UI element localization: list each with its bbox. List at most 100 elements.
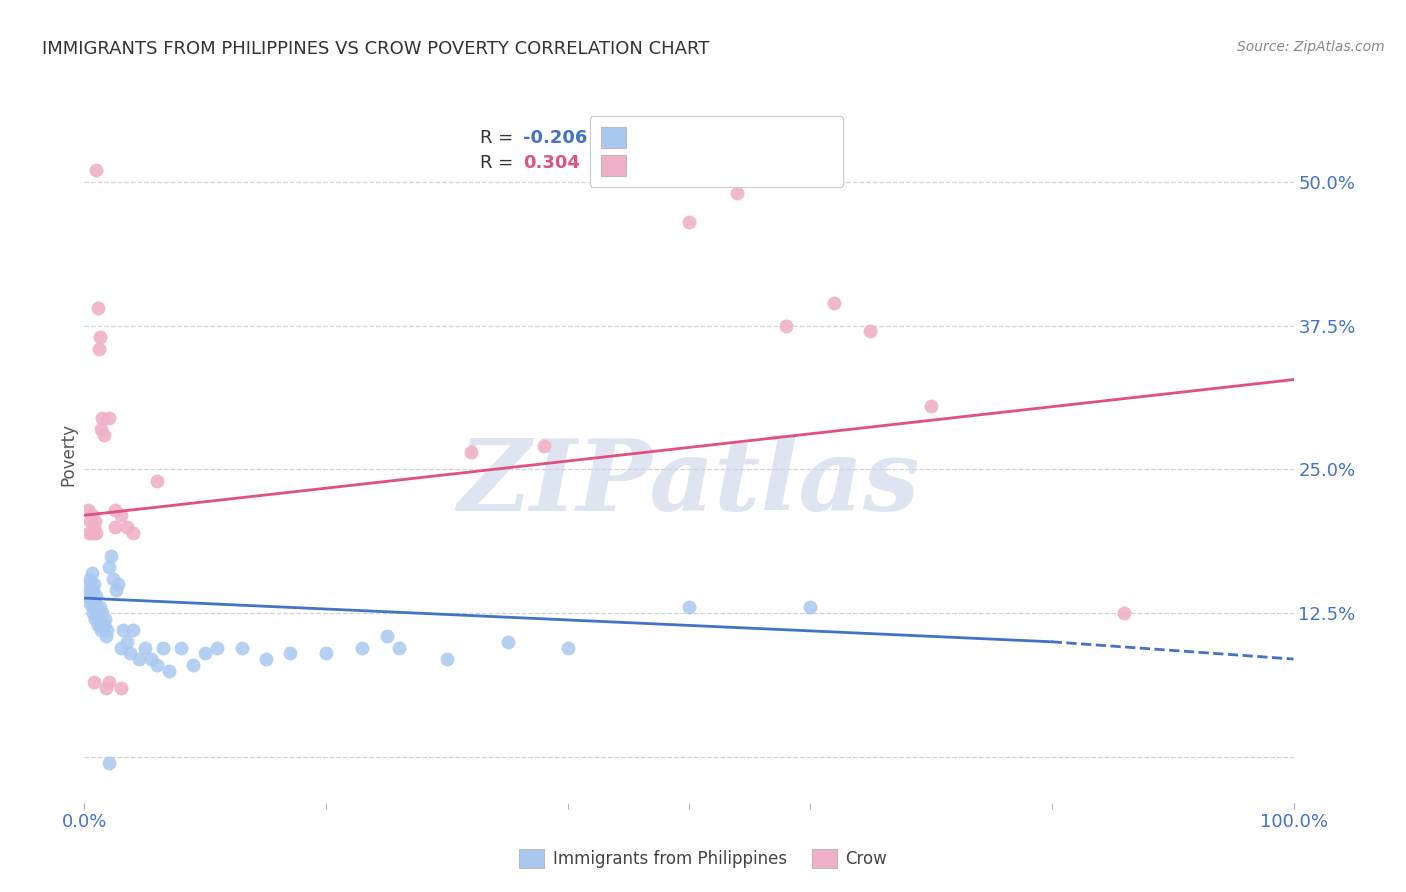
Point — [104, 520, 127, 534]
Point — [107, 577, 129, 591]
Point — [436, 652, 458, 666]
Legend:                                   ,                                   : , — [591, 116, 844, 186]
Point — [152, 640, 174, 655]
Text: R =: R = — [479, 129, 519, 147]
Point — [86, 589, 108, 603]
Point — [91, 410, 114, 425]
Point — [859, 324, 882, 338]
Text: Source: ZipAtlas.com: Source: ZipAtlas.com — [1237, 40, 1385, 54]
Point — [86, 163, 108, 178]
Point — [77, 589, 100, 603]
Point — [231, 640, 253, 655]
Text: R =: R = — [479, 153, 524, 171]
Point — [139, 652, 162, 666]
Point — [79, 572, 101, 586]
Point — [678, 215, 700, 229]
Point — [181, 657, 204, 672]
Point — [89, 600, 111, 615]
Point — [83, 520, 105, 534]
Point — [112, 624, 135, 638]
Point — [920, 399, 942, 413]
Point — [110, 681, 132, 695]
Text: 57: 57 — [685, 129, 710, 147]
Point — [83, 594, 105, 608]
Point — [77, 594, 100, 608]
Point — [97, 675, 120, 690]
Text: 35: 35 — [685, 153, 710, 171]
Point — [121, 525, 143, 540]
Point — [352, 640, 374, 655]
Point — [315, 646, 337, 660]
Point — [104, 502, 127, 516]
Point — [557, 640, 579, 655]
Point — [86, 606, 108, 620]
Point — [278, 646, 301, 660]
Point — [799, 600, 821, 615]
Text: N =: N = — [643, 153, 683, 171]
Point — [79, 514, 101, 528]
Point — [79, 582, 101, 597]
Point — [110, 640, 132, 655]
Point — [96, 624, 118, 638]
Point — [90, 422, 112, 436]
Point — [254, 652, 277, 666]
Point — [97, 410, 120, 425]
Legend: Immigrants from Philippines, Crow: Immigrants from Philippines, Crow — [513, 842, 893, 875]
Text: -0.206: -0.206 — [523, 129, 588, 147]
Point — [100, 549, 122, 563]
Point — [86, 600, 108, 615]
Point — [89, 330, 111, 344]
Point — [83, 577, 105, 591]
Point — [86, 617, 108, 632]
Point — [157, 664, 180, 678]
Point — [77, 502, 100, 516]
Point — [375, 629, 398, 643]
Text: ZIPatlas: ZIPatlas — [458, 434, 920, 531]
Point — [115, 520, 138, 534]
Point — [91, 606, 114, 620]
Point — [80, 600, 103, 615]
Point — [194, 646, 217, 660]
Point — [93, 617, 115, 632]
Point — [678, 600, 700, 615]
Point — [207, 640, 229, 655]
Point — [86, 301, 108, 316]
Point — [80, 566, 103, 580]
Point — [823, 295, 845, 310]
Point — [83, 675, 105, 690]
Point — [82, 606, 104, 620]
Point — [120, 646, 142, 660]
Point — [97, 560, 120, 574]
Point — [496, 635, 519, 649]
Point — [388, 640, 411, 655]
Point — [121, 624, 143, 638]
Point — [775, 318, 797, 333]
Point — [170, 640, 193, 655]
Text: N =: N = — [643, 129, 683, 147]
Point — [460, 445, 482, 459]
Point — [84, 612, 107, 626]
Point — [94, 681, 117, 695]
Y-axis label: Poverty: Poverty — [59, 424, 77, 486]
Point — [97, 756, 120, 770]
Point — [84, 514, 107, 528]
Point — [146, 474, 169, 488]
Point — [1114, 606, 1136, 620]
Point — [533, 439, 555, 453]
Point — [82, 582, 104, 597]
Point — [77, 525, 100, 540]
Point — [82, 525, 104, 540]
Point — [94, 629, 117, 643]
Text: 0.304: 0.304 — [523, 153, 581, 171]
Point — [146, 657, 169, 672]
Point — [80, 508, 103, 523]
Point — [725, 186, 748, 201]
Point — [104, 582, 127, 597]
Point — [76, 577, 98, 591]
Point — [90, 624, 112, 638]
Text: IMMIGRANTS FROM PHILIPPINES VS CROW POVERTY CORRELATION CHART: IMMIGRANTS FROM PHILIPPINES VS CROW POVE… — [42, 40, 710, 58]
Point — [115, 635, 138, 649]
Point — [93, 427, 115, 442]
Point — [134, 640, 156, 655]
Point — [86, 525, 108, 540]
